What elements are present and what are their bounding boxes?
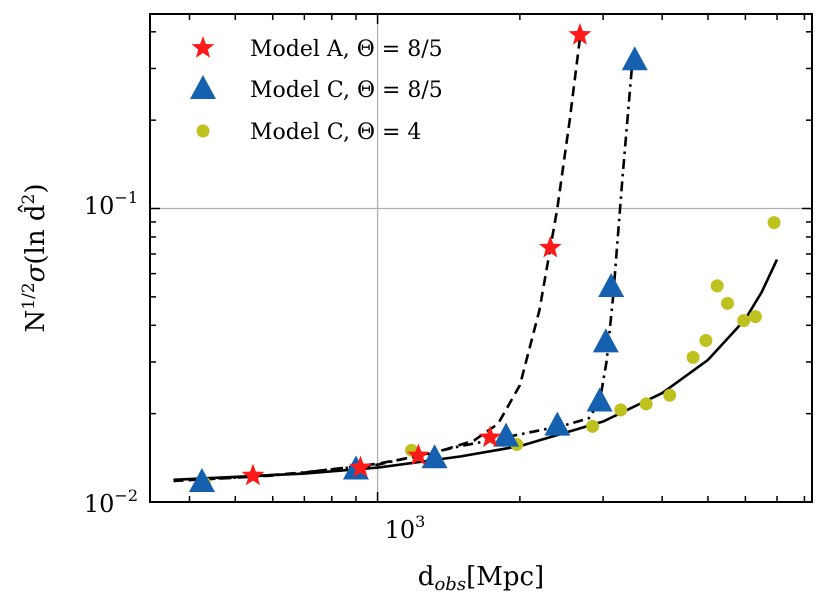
grid-layer [150,14,812,502]
data-point-circle [686,350,700,364]
legend-symbol-model-c-4 [196,124,210,138]
plot-frame [149,13,813,503]
data-point-circle [699,334,713,348]
data-point-circle [663,388,677,402]
y-tick-exp-1: −2 [114,486,138,505]
data-point-triangle [586,387,613,412]
data-point-triangle [188,467,215,492]
data-point-circle [586,419,600,433]
data-point-circle [721,296,735,310]
y-tick-base-1: 10 [84,490,115,518]
data-point-circle [767,216,781,230]
svg-text:10−1: 10−1 [84,188,138,220]
marker-layer [188,23,781,492]
fit-layer [173,38,779,483]
legend-symbol-model-a [191,36,215,58]
data-point-triangle [421,444,448,469]
svg-text:10−2: 10−2 [84,486,138,518]
data-point-star [538,235,562,258]
data-point-star [478,425,502,448]
legend-symbol-model-c-8-5 [190,75,216,99]
data-point-star [349,455,372,478]
x-tick-exp: 3 [415,512,425,531]
data-point-circle [710,279,724,293]
data-point-triangle [598,273,625,298]
legend: Model A, Θ = 8/5 Model C, Θ = 8/5 Model … [190,36,443,145]
legend-marker-circle [196,124,210,138]
data-point-circle [737,314,751,328]
data-point-circle [614,403,628,417]
data-point-triangle [621,46,648,71]
data-point-triangle [493,422,520,447]
x-tick-label: 103 [385,512,426,544]
svg-text:103: 103 [385,512,426,544]
legend-marker-star [191,36,215,58]
data-point-circle [748,310,762,324]
data-point-triangle [592,328,619,353]
legend-marker-triangle [190,75,216,99]
y-tick-base-2: 10 [84,192,115,220]
legend-label-model-c-4: Model C, Θ = 4 [250,120,421,145]
fit-line-0 [173,38,582,483]
data-point-circle [639,397,653,411]
y-tick-label-1: 10−2 [84,486,138,518]
x-axis-label: dobs[Mpc] [418,562,544,595]
legend-label-model-c-8-5: Model C, Θ = 8/5 [250,78,443,103]
y-tick-label-2: 10−1 [84,188,138,220]
x-tick-base: 10 [385,516,416,544]
trend-line [173,259,779,482]
data-point-star [241,463,265,486]
data-point-star [568,23,592,45]
y-tick-exp-2: −1 [114,188,138,207]
y-axis-label: N1/2σ(ln d̂2) [17,184,51,333]
data-point-triangle [544,411,571,436]
data-point-star [407,443,430,466]
legend-label-model-a: Model A, Θ = 8/5 [250,37,443,62]
